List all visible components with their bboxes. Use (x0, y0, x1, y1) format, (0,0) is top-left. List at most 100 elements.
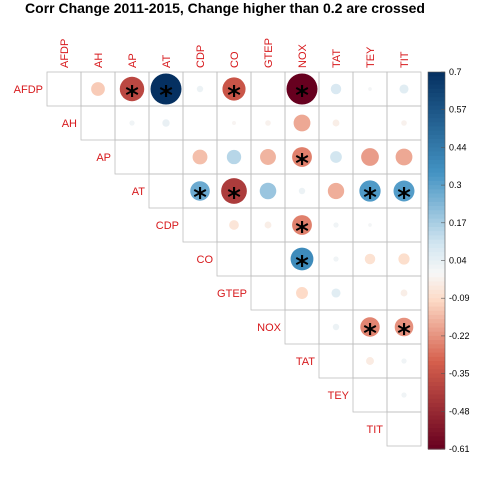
corr-circle-nox-tey (360, 317, 380, 337)
corr-circle-co-nox (290, 247, 314, 271)
crossed-marker: * (227, 81, 241, 111)
circle-layer: * * * * * * * * * * * * * (91, 73, 415, 398)
corr-circle-gtep-tat (331, 288, 341, 298)
crossed-marker: * (295, 149, 309, 179)
colorbar-segment (428, 444, 445, 450)
colorbar-segment (428, 235, 445, 241)
corr-circle-ah-tat (332, 119, 340, 127)
corr-circle-at-nox (298, 187, 306, 195)
row-label-ah: AH (62, 118, 77, 130)
colorbar-segment (428, 327, 445, 333)
colorbar-segment (428, 428, 445, 433)
corr-circle-afdp-ah (91, 82, 105, 96)
corr-circle-cdp-tat (333, 222, 339, 228)
colorbar-segment (428, 314, 445, 320)
colorbar-segment (428, 289, 445, 295)
colorbar-tick-label: 0.3 (449, 180, 462, 190)
colorbar-segment (428, 118, 445, 123)
crossed-marker: * (295, 251, 309, 281)
corr-circle-afdp-co (222, 77, 246, 101)
colorbar-segment (428, 109, 445, 115)
corr-circle-gtep-tit (400, 289, 408, 297)
row-label-gtep: GTEP (217, 288, 247, 300)
crossed-marker: * (397, 319, 411, 349)
top-label-at: AT (161, 54, 173, 68)
corr-circle-at-gtep (259, 182, 277, 200)
top-label-ah: AH (93, 53, 105, 68)
colorbar-segment (428, 365, 445, 371)
colorbar-segment (428, 264, 445, 270)
corr-circle-afdp-at (150, 73, 182, 105)
colorbar-segment (428, 331, 445, 337)
crossed-marker: * (227, 183, 241, 213)
colorbar-segment (428, 256, 445, 262)
grid-cell (250, 241, 286, 277)
colorbar-segment (428, 440, 445, 446)
corr-circle-afdp-cdp (196, 85, 204, 93)
colorbar-segment (428, 386, 445, 391)
crossed-marker: * (363, 183, 377, 213)
colorbar-segment (428, 294, 445, 299)
colorbar-segment (428, 390, 445, 396)
colorbar-tick-label: -0.61 (449, 444, 470, 454)
colorbar-segment (428, 356, 445, 362)
colorbar-segment (428, 323, 445, 329)
colorbar-segment (428, 176, 445, 182)
corr-circle-tey-tit (401, 392, 407, 398)
colorbar-segment (428, 122, 445, 128)
corr-circle-co-tey (364, 253, 376, 265)
colorbar-segment (428, 143, 445, 148)
colorbar-tick-label: 0.7 (449, 67, 462, 77)
corr-circle-nox-tit (394, 317, 414, 337)
colorbar-segment (428, 214, 445, 220)
colorbar-segment (428, 273, 445, 278)
colorbar-segment (428, 247, 445, 253)
crossed-marker: * (193, 183, 207, 213)
colorbar-segment (428, 159, 445, 165)
corr-circle-at-tat (327, 182, 345, 200)
colorbar-segment (428, 72, 445, 77)
colorbar-segment (428, 197, 445, 203)
corr-circle-ap-co (226, 149, 242, 165)
colorbar-segment (428, 298, 445, 303)
crossed-marker: * (363, 319, 377, 349)
chart-title: Corr Change 2011-2015, Change higher tha… (25, 0, 425, 16)
grid-cell (182, 105, 218, 141)
grid-cell (352, 275, 388, 311)
row-label-nox: NOX (257, 322, 282, 334)
colorbar-segment (428, 302, 445, 308)
colorbar-segment (428, 268, 445, 274)
colorbar-segment (428, 402, 445, 408)
corr-circle-afdp-ap (119, 76, 145, 102)
colorbar-tick-label: -0.09 (449, 293, 470, 303)
colorbar-segment (428, 147, 445, 153)
colorbar-segment (428, 377, 445, 383)
colorbar-segment (428, 134, 445, 140)
corr-circle-gtep-nox (296, 287, 308, 299)
colorbar-segment (428, 415, 445, 421)
colorbar-segment (428, 306, 445, 312)
top-label-gtep: GTEP (263, 38, 275, 68)
corr-circle-ap-nox (292, 147, 312, 167)
corr-circle-co-tit (398, 253, 410, 265)
corr-circle-afdp-tey (368, 87, 372, 91)
corr-circle-ap-gtep (260, 149, 276, 165)
corr-circle-tat-tey (366, 357, 374, 365)
corr-circle-ah-ap (129, 120, 135, 126)
corr-circle-at-tit (393, 180, 415, 202)
row-label-at: AT (132, 186, 146, 198)
grid-cell (148, 173, 184, 209)
grid-cell (80, 105, 116, 141)
grid-cell (386, 207, 422, 243)
colorbar-segment (428, 88, 445, 94)
grid-cell (284, 309, 320, 345)
top-label-afdp: AFDP (59, 39, 71, 68)
colorbar-segment (428, 155, 445, 161)
colorbar-segment (428, 381, 445, 387)
corr-circle-ah-nox (293, 114, 311, 132)
grid-cell (250, 71, 286, 107)
grid-cell (386, 411, 422, 447)
colorbar-segment (428, 277, 445, 283)
corr-circle-at-cdp (190, 181, 210, 201)
colorbar-segment (428, 411, 445, 417)
